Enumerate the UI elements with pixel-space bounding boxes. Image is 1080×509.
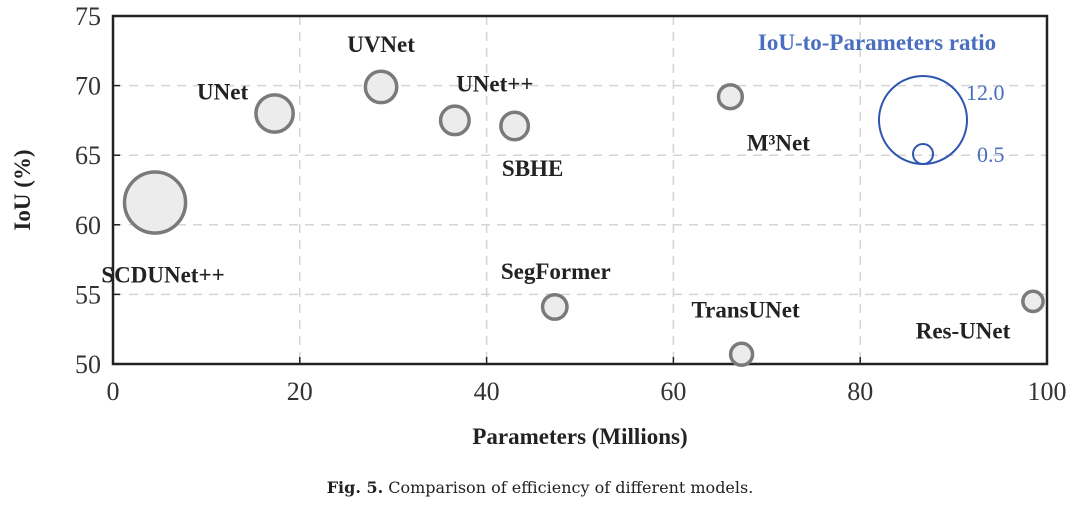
y-tick-label: 75 [75,2,101,31]
point-labels: SCDUNet++ UNet UVNet UNet++ SBHE SegFormer M³N… [101,32,1010,343]
grid-lines [112,15,1048,365]
x-axis-label: Parameters (Millions) [472,424,687,449]
legend-small-value: 0.5 [977,142,1005,167]
bubble-label: UNet++ [456,71,533,96]
legend-large-bubble [878,75,968,165]
bubble-label: M³Net [747,131,810,156]
bubble [728,341,755,367]
bubble-label: SegFormer [501,259,611,284]
legend-title: IoU-to-Parameters ratio [758,30,996,55]
bubble-label: SCDUNet++ [101,263,224,288]
plot-frame [111,14,1049,366]
x-tick-label: 80 [847,377,873,406]
x-tick-label: 40 [474,377,500,406]
bubble-chart: SCDUNet++ UNet UVNet UNet++ SBHE SegFormer M³N… [10,2,1067,449]
legend-small-bubble [912,143,934,165]
y-tick-label: 70 [75,72,101,101]
bubble [363,69,399,105]
bubble-label: UNet [197,79,248,104]
y-tick-label: 60 [75,211,101,240]
x-tick-label: 60 [660,377,686,406]
legend: IoU-to-Parameters ratio 12.0 0.5 [758,30,1005,167]
bubble [122,170,188,235]
x-tick-label: 100 [1028,377,1067,406]
y-axis-label: IoU (%) [10,149,35,230]
bubble [540,292,569,321]
figure-caption-label: Fig. 5. [326,478,384,497]
y-tick-label: 50 [75,350,101,379]
bubble-label: UVNet [347,32,415,57]
bubble-label: TransUNet [691,297,800,322]
y-tick-label: 55 [75,280,101,309]
legend-large-value: 12.0 [966,80,1005,105]
x-tick-labels: 0 20 40 60 80 100 [107,377,1067,406]
bubble-label: SBHE [502,156,563,181]
figure-caption: Fig. 5. Comparison of efficiency of diff… [0,478,1080,497]
x-tick-label: 0 [107,377,120,406]
bubble [438,104,471,137]
bubble-label: Res-UNet [916,318,1011,343]
y-tick-labels: 50 55 60 65 70 75 [75,2,101,379]
x-tick-label: 20 [287,377,313,406]
bubble [716,83,745,111]
bubble [499,110,531,142]
bubble [254,93,295,134]
bubble [1021,289,1045,314]
bubbles [122,69,1045,367]
y-tick-label: 65 [75,141,101,170]
figure-caption-text: Comparison of efficiency of different mo… [388,478,754,497]
